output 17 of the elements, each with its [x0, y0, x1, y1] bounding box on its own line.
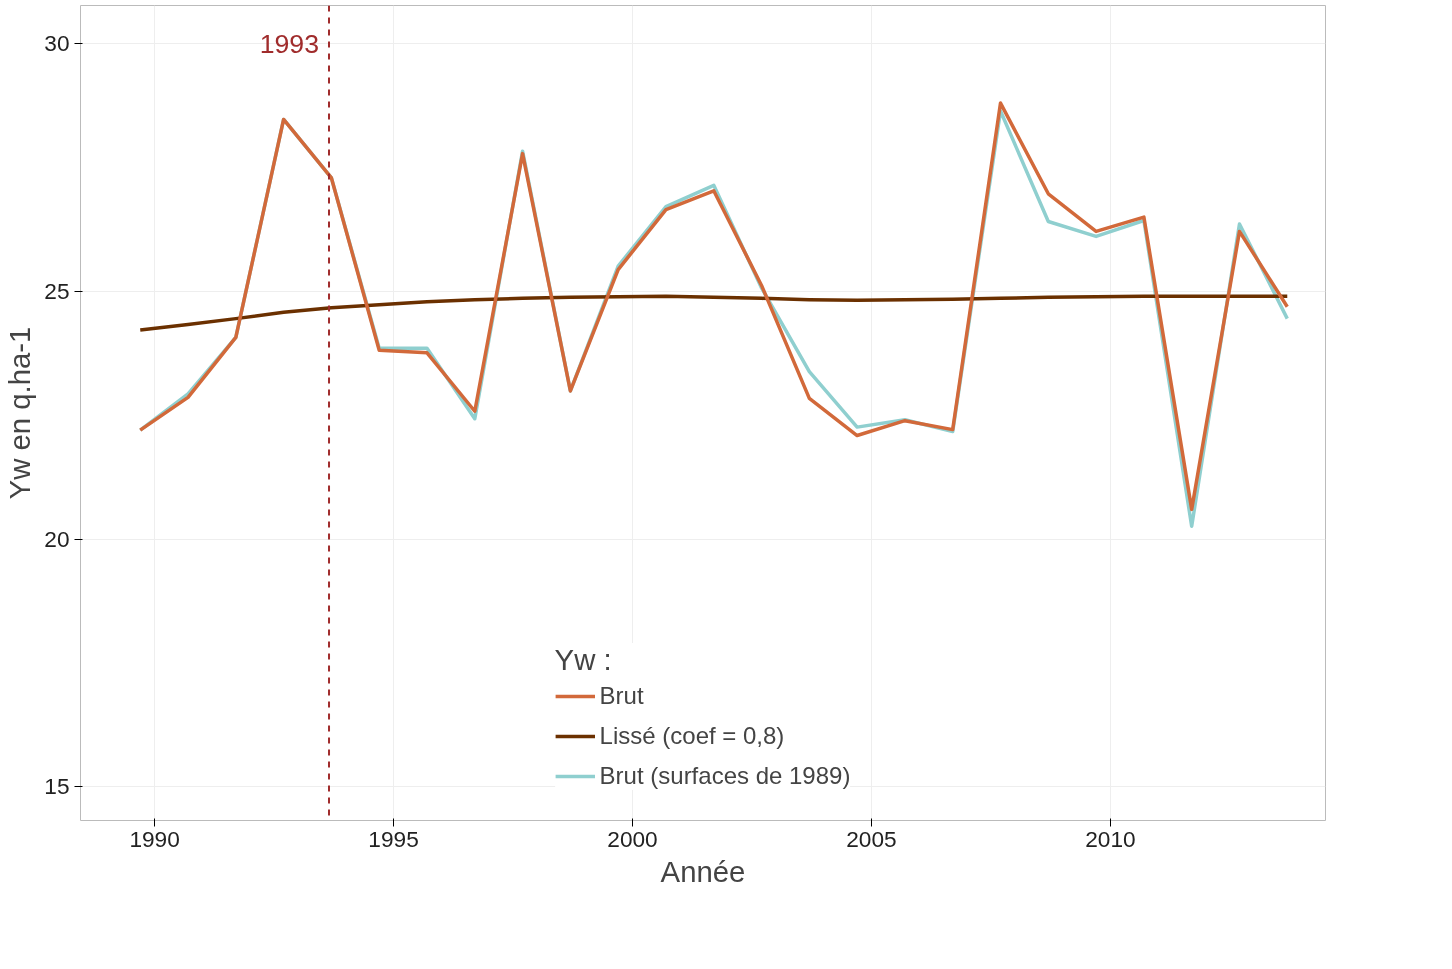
- x-tick-label: 1990: [129, 825, 180, 852]
- x-axis-title: Année: [660, 854, 746, 888]
- legend-label: Brut (surfaces de 1989): [599, 762, 851, 790]
- annotation: 1993: [259, 28, 320, 59]
- line-series: [138, 294, 1290, 332]
- y-axis-title: Yw en q.ha-1: [3, 326, 37, 500]
- x-tick-label: 2005: [846, 825, 897, 852]
- y-tick-label: 15: [44, 773, 70, 800]
- x-tick-label: 2010: [1085, 825, 1136, 852]
- y-tick-label: 20: [44, 525, 70, 552]
- x-tick-label: 2000: [607, 825, 658, 852]
- x-tick-label: 1995: [368, 825, 419, 852]
- legend-label: Lissé (coef = 0,8): [599, 722, 785, 750]
- legend-label: Brut: [599, 682, 644, 710]
- legend-title: Yw :: [554, 643, 613, 677]
- y-tick-label: 30: [44, 30, 70, 57]
- y-tick-label: 25: [44, 277, 70, 304]
